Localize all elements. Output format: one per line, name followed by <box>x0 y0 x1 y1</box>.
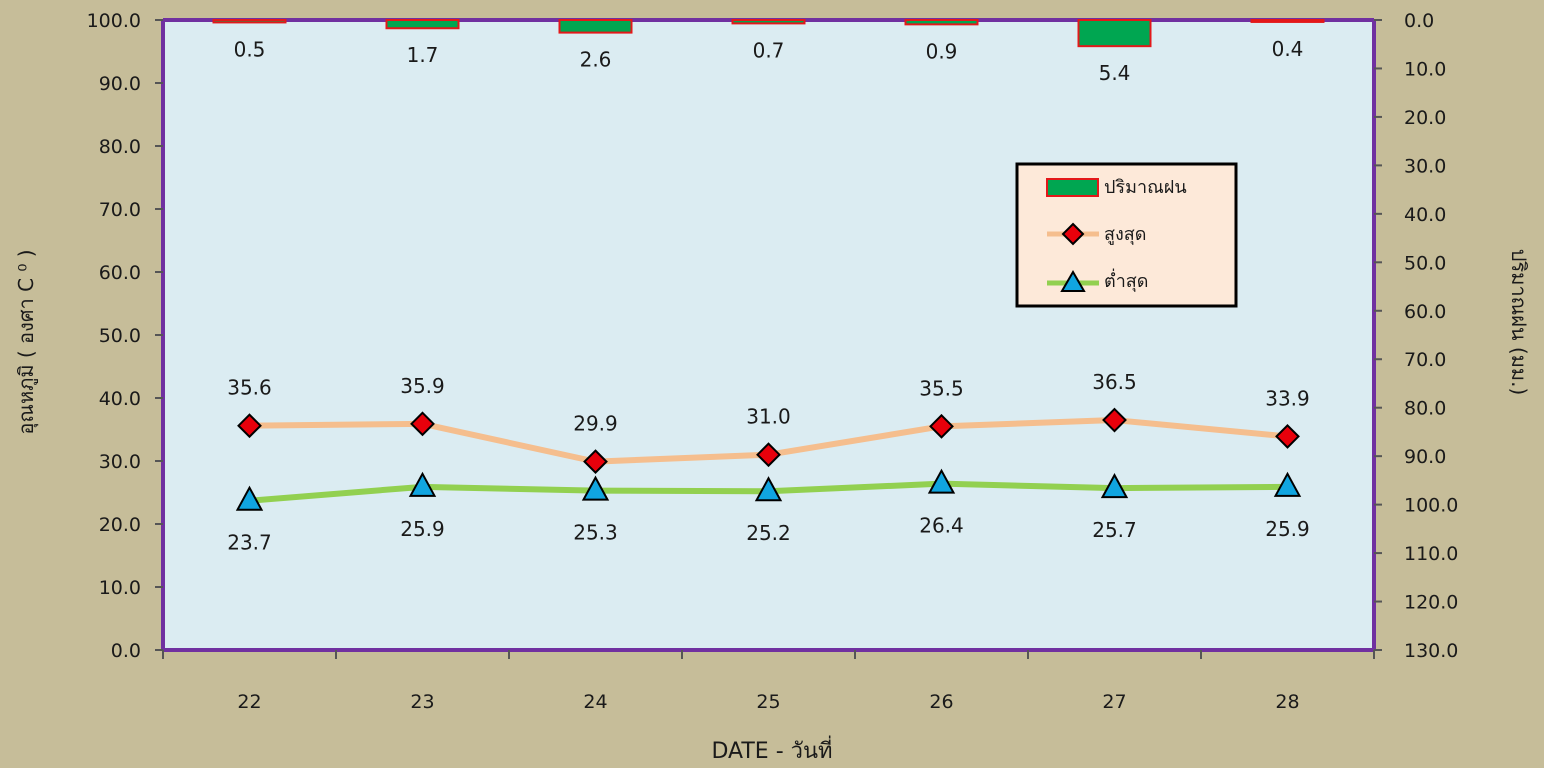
rain-bar <box>904 19 979 26</box>
y-tick-label: 30.0 <box>99 451 141 473</box>
min-temp-label: 23.7 <box>227 531 272 555</box>
max-temp-marker <box>756 442 781 468</box>
min-temp-marker <box>754 476 783 502</box>
rain-label: 0.7 <box>753 38 785 62</box>
y2-tick-label: 80.0 <box>1404 398 1446 420</box>
x-tick-label: 27 <box>1102 691 1126 713</box>
rain-bar <box>558 19 633 34</box>
rain-bar <box>731 19 806 25</box>
min-temp-marker <box>1273 471 1302 497</box>
y-tick-label: 0.0 <box>111 640 141 662</box>
y-tick-label: 90.0 <box>99 73 141 95</box>
max-temp-label: 29.9 <box>573 412 618 436</box>
rain-label: 0.5 <box>234 37 266 61</box>
legend-marker-min <box>1060 270 1086 292</box>
min-temp-label: 25.7 <box>1092 518 1137 542</box>
x-tick-label: 28 <box>1275 691 1299 713</box>
min-temp-label: 26.4 <box>919 514 964 538</box>
min-temp-marker <box>235 485 264 511</box>
y2-tick-label: 0.0 <box>1404 10 1434 32</box>
rain-bar <box>212 19 287 24</box>
y-tick-label: 50.0 <box>99 325 141 347</box>
min-temp-label: 25.2 <box>746 521 791 545</box>
min-temp-marker <box>1100 473 1129 499</box>
max-temp-label: 35.5 <box>919 376 964 400</box>
max-temp-marker <box>410 411 435 437</box>
rain-bar <box>1250 19 1325 23</box>
legend-marker-max <box>1061 222 1085 246</box>
max-temp-marker <box>1275 424 1300 449</box>
min-temp-label: 25.3 <box>573 521 618 545</box>
x-tick-label: 25 <box>756 691 780 713</box>
y-tick-label: 70.0 <box>99 199 141 221</box>
y2-tick-label: 100.0 <box>1404 495 1458 517</box>
max-temp-marker <box>583 449 608 475</box>
legend-label-rain: ปริมาณฝน <box>1104 177 1187 198</box>
data-labels: 0.5 1.7 2.6 0.7 0.9 5.4 0.4 35.6 35.9 29.9 31.0 35.… <box>227 37 1310 555</box>
x-tick-label: 26 <box>929 691 953 713</box>
rain-bar <box>1077 19 1152 48</box>
y-tick-label: 40.0 <box>99 388 141 410</box>
min-temp-marker <box>927 468 956 494</box>
temperature-lines <box>235 407 1302 511</box>
rainfall-bars <box>212 19 1325 48</box>
y2-tick-label: 130.0 <box>1404 640 1458 662</box>
y2-tick-label: 20.0 <box>1404 107 1446 129</box>
y2-tick-label: 60.0 <box>1404 301 1446 323</box>
max-temp-label: 35.9 <box>400 374 445 398</box>
y-axis-title: อุณหภูมิ ( องศา C ⁰ ) <box>14 249 39 434</box>
rain-label: 1.7 <box>407 43 439 67</box>
y2-tick-label: 110.0 <box>1404 543 1458 565</box>
rain-bar <box>385 19 460 30</box>
y-tick-label: 20.0 <box>99 514 141 536</box>
max-temp-label: 31.0 <box>746 405 791 429</box>
y-tick-label: 100.0 <box>87 10 141 32</box>
y2-tick-label: 70.0 <box>1404 349 1446 371</box>
y-tick-label: 80.0 <box>99 136 141 158</box>
y2-tick-label: 40.0 <box>1404 204 1446 226</box>
max-temp-label: 36.5 <box>1092 370 1137 394</box>
x-axis-title: DATE - วันที่ <box>711 735 832 764</box>
y2-tick-label: 50.0 <box>1404 252 1446 274</box>
y-tick-label: 60.0 <box>99 262 141 284</box>
max-temp-label: 33.9 <box>1265 386 1310 410</box>
min-temp-label: 25.9 <box>400 517 445 541</box>
legend: ปริมาณฝน สูงสุด ต่ำสุด <box>1015 162 1238 308</box>
legend-swatch-rain <box>1046 178 1099 197</box>
min-temp-marker <box>408 471 437 497</box>
y-tick-label: 10.0 <box>99 577 141 599</box>
plot-area <box>163 20 1374 650</box>
y2-tick-label: 90.0 <box>1404 446 1446 468</box>
rain-label: 0.4 <box>1272 37 1304 61</box>
x-tick-label: 23 <box>410 691 434 713</box>
legend-label-min: ต่ำสุด <box>1104 268 1148 292</box>
min-temp-marker <box>581 475 610 501</box>
rain-label: 5.4 <box>1099 61 1131 85</box>
rain-label: 2.6 <box>580 48 612 72</box>
y2-tick-label: 10.0 <box>1404 58 1446 80</box>
rain-label: 0.9 <box>926 39 958 63</box>
max-temp-label: 35.6 <box>227 376 272 400</box>
y2-tick-label: 30.0 <box>1404 155 1446 177</box>
legend-label-max: สูงสุด <box>1104 224 1146 245</box>
y2-tick-label: 120.0 <box>1404 592 1458 614</box>
axes: 0.0 10.0 20.0 30.0 40.0 50.0 60.0 70.0 80.0 90.0 1… <box>87 10 1459 713</box>
max-temp-marker <box>1102 407 1127 433</box>
max-temp-marker <box>929 413 954 439</box>
y2-axis-title: ปริมาณฝน (มม.) <box>1507 249 1531 395</box>
x-tick-label: 24 <box>583 691 607 713</box>
max-temp-marker <box>237 413 262 439</box>
min-temp-label: 25.9 <box>1265 517 1310 541</box>
x-tick-label: 22 <box>237 691 261 713</box>
